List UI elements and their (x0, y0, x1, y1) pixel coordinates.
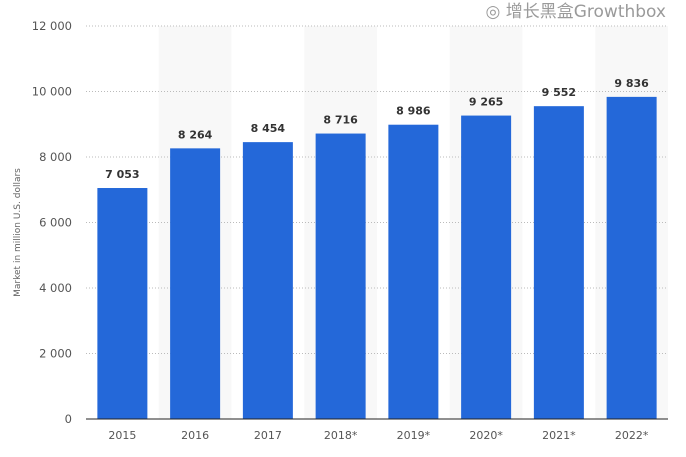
y-tick-label: 12 000 (32, 19, 72, 33)
bar (533, 106, 584, 419)
x-tick-label: 2021* (542, 429, 576, 442)
x-tick-label: 2016 (181, 429, 209, 442)
data-label: 8 986 (396, 105, 431, 118)
x-tick-label: 2018* (324, 429, 358, 442)
x-tick-label: 2017 (254, 429, 282, 442)
bar (97, 188, 148, 419)
y-tick-label: 8 000 (39, 150, 72, 164)
wechat-icon: ◎ (485, 2, 506, 22)
watermark: ◎ 增长黑盒Growthbox (485, 2, 666, 22)
y-tick-label: 0 (65, 412, 72, 426)
x-tick-label: 2020* (469, 429, 503, 442)
y-tick-label: 2 000 (39, 347, 72, 361)
data-label: 9 836 (614, 77, 649, 90)
data-label: 9 265 (469, 96, 503, 109)
data-label: 7 053 (105, 168, 139, 181)
y-axis-label: Market in million U.S. dollars (13, 168, 23, 297)
y-tick-label: 4 000 (39, 281, 72, 295)
bar (170, 148, 221, 419)
bar (461, 115, 512, 419)
x-tick-label: 2022* (615, 429, 649, 442)
data-label: 8 716 (323, 114, 358, 127)
bar (242, 142, 293, 419)
bar (315, 133, 366, 419)
x-tick-label: 2019* (397, 429, 431, 442)
x-tick-label: 2015 (108, 429, 136, 442)
y-tick-label: 10 000 (32, 85, 72, 99)
data-label: 9 552 (542, 86, 576, 99)
bar (606, 96, 657, 419)
data-label: 8 264 (178, 128, 213, 141)
y-tick-label: 6 000 (39, 216, 72, 230)
bar (388, 124, 439, 420)
data-label: 8 454 (251, 122, 286, 135)
